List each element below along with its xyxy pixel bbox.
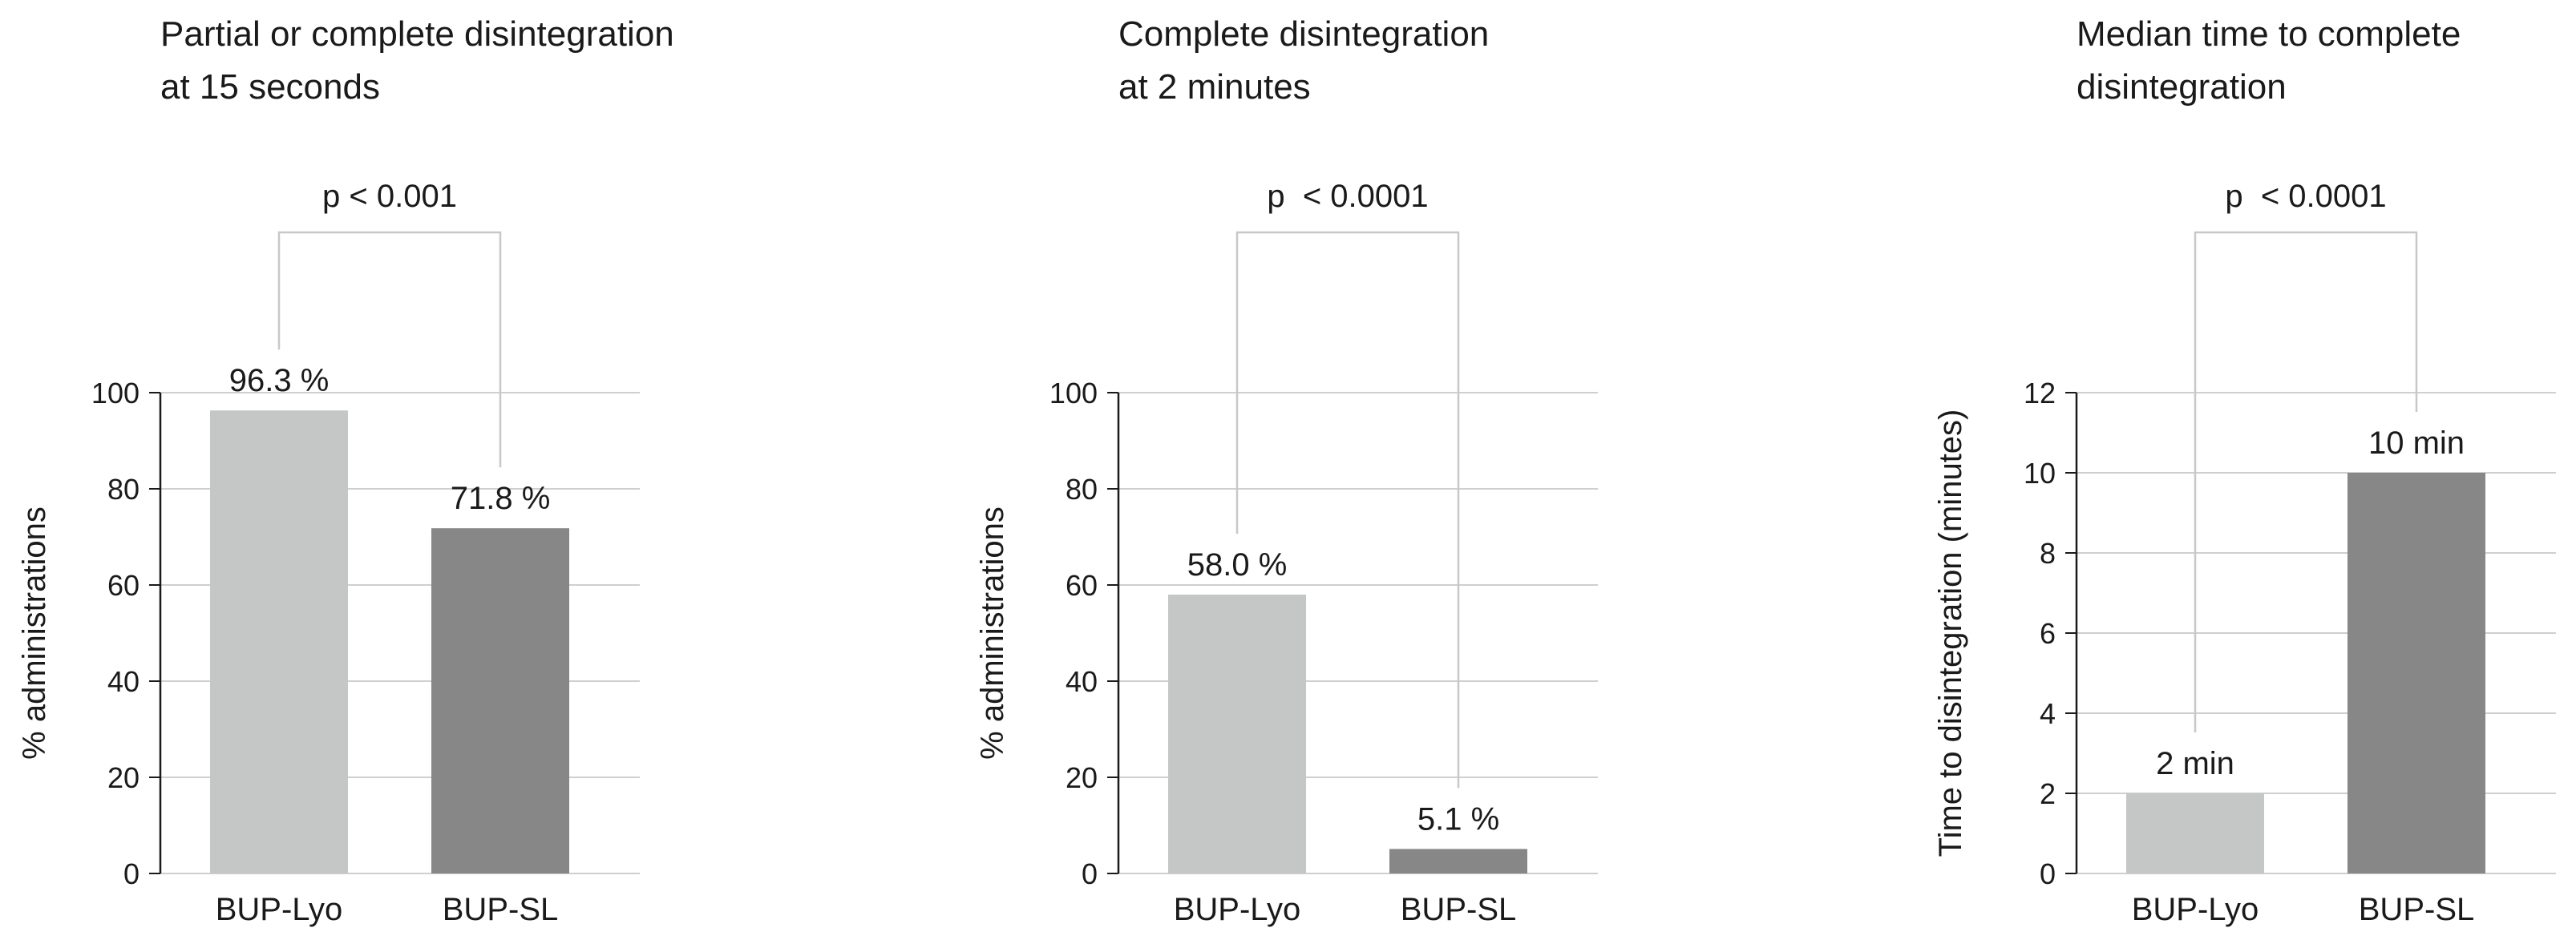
data-label: 58.0 % — [1187, 547, 1288, 583]
y-tick-label: 80 — [1066, 473, 1098, 506]
x-tick-label: BUP-Lyo — [2132, 892, 2259, 927]
y-tick-label: 8 — [2040, 537, 2056, 570]
x-tick-label: BUP-Lyo — [216, 892, 343, 927]
chart-title: Partial or complete disintegration at 15… — [160, 14, 674, 107]
x-tick-label: BUP-SL — [2359, 892, 2475, 927]
bar — [2126, 793, 2264, 873]
y-tick-label: 100 — [91, 377, 140, 409]
data-label: 5.1 % — [1417, 801, 1499, 837]
data-label: 10 min — [2368, 426, 2465, 461]
bar — [210, 410, 348, 873]
significance-bracket — [1235, 231, 1460, 789]
chart-title: Median time to complete disintegration — [2077, 14, 2461, 107]
y-tick-label: 10 — [2024, 457, 2056, 490]
x-tick-label: BUP-SL — [443, 892, 559, 927]
data-label: 96.3 % — [229, 363, 330, 398]
bar — [1389, 849, 1527, 873]
y-tick-label: 4 — [2040, 697, 2056, 730]
chart-panel-2: Complete disintegration at 2 minutes 0 20… — [958, 0, 1817, 948]
y-tick-label: 60 — [1066, 569, 1098, 602]
significance-label: p < 0.0001 — [2225, 179, 2386, 214]
bar — [2348, 473, 2485, 873]
y-tick-label: 6 — [2040, 617, 2056, 650]
y-axis-label: % administrations — [975, 506, 1010, 760]
chart-plot: 0 2 4 6 8 10 12 Time to disintegration (minutes… — [1933, 179, 2556, 927]
y-tick-label: 60 — [107, 569, 140, 602]
bar — [1168, 595, 1306, 873]
chart-plot: 0 20 40 60 80 100 % administrations 58.0 % BUP-L… — [975, 179, 1598, 927]
data-label: 2 min — [2156, 746, 2234, 781]
y-tick-label: 40 — [1066, 665, 1098, 698]
bar — [431, 528, 569, 873]
significance-bracket — [2194, 231, 2418, 732]
significance-label: p < 0.001 — [322, 179, 457, 214]
chart-panel-1: Partial or complete disintegration at 15… — [0, 0, 859, 948]
chart-title: Complete disintegration at 2 minutes — [1118, 14, 1490, 107]
y-tick-label: 12 — [2024, 377, 2056, 409]
y-axis-label: Time to disintegration (minutes) — [1933, 409, 1968, 857]
y-tick-label: 20 — [107, 761, 140, 794]
data-label: 71.8 % — [451, 481, 551, 516]
y-tick-label: 0 — [1082, 857, 1098, 890]
x-tick-label: BUP-SL — [1401, 892, 1517, 927]
y-tick-label: 20 — [1066, 761, 1098, 794]
chart-panel-3: Median time to complete disintegration 0… — [1916, 0, 2576, 948]
y-axis-label: % administrations — [17, 506, 52, 760]
significance-bracket — [277, 231, 502, 468]
y-tick-label: 100 — [1049, 377, 1098, 409]
x-tick-label: BUP-Lyo — [1174, 892, 1301, 927]
y-tick-label: 0 — [2040, 857, 2056, 890]
chart-plot: 0 20 40 60 80 100 % administrations 96.3 % BUP-L… — [17, 179, 640, 927]
significance-label: p < 0.0001 — [1267, 179, 1428, 214]
y-tick-label: 2 — [2040, 777, 2056, 810]
y-tick-label: 0 — [123, 857, 140, 890]
y-tick-label: 40 — [107, 665, 140, 698]
y-tick-label: 80 — [107, 473, 140, 506]
